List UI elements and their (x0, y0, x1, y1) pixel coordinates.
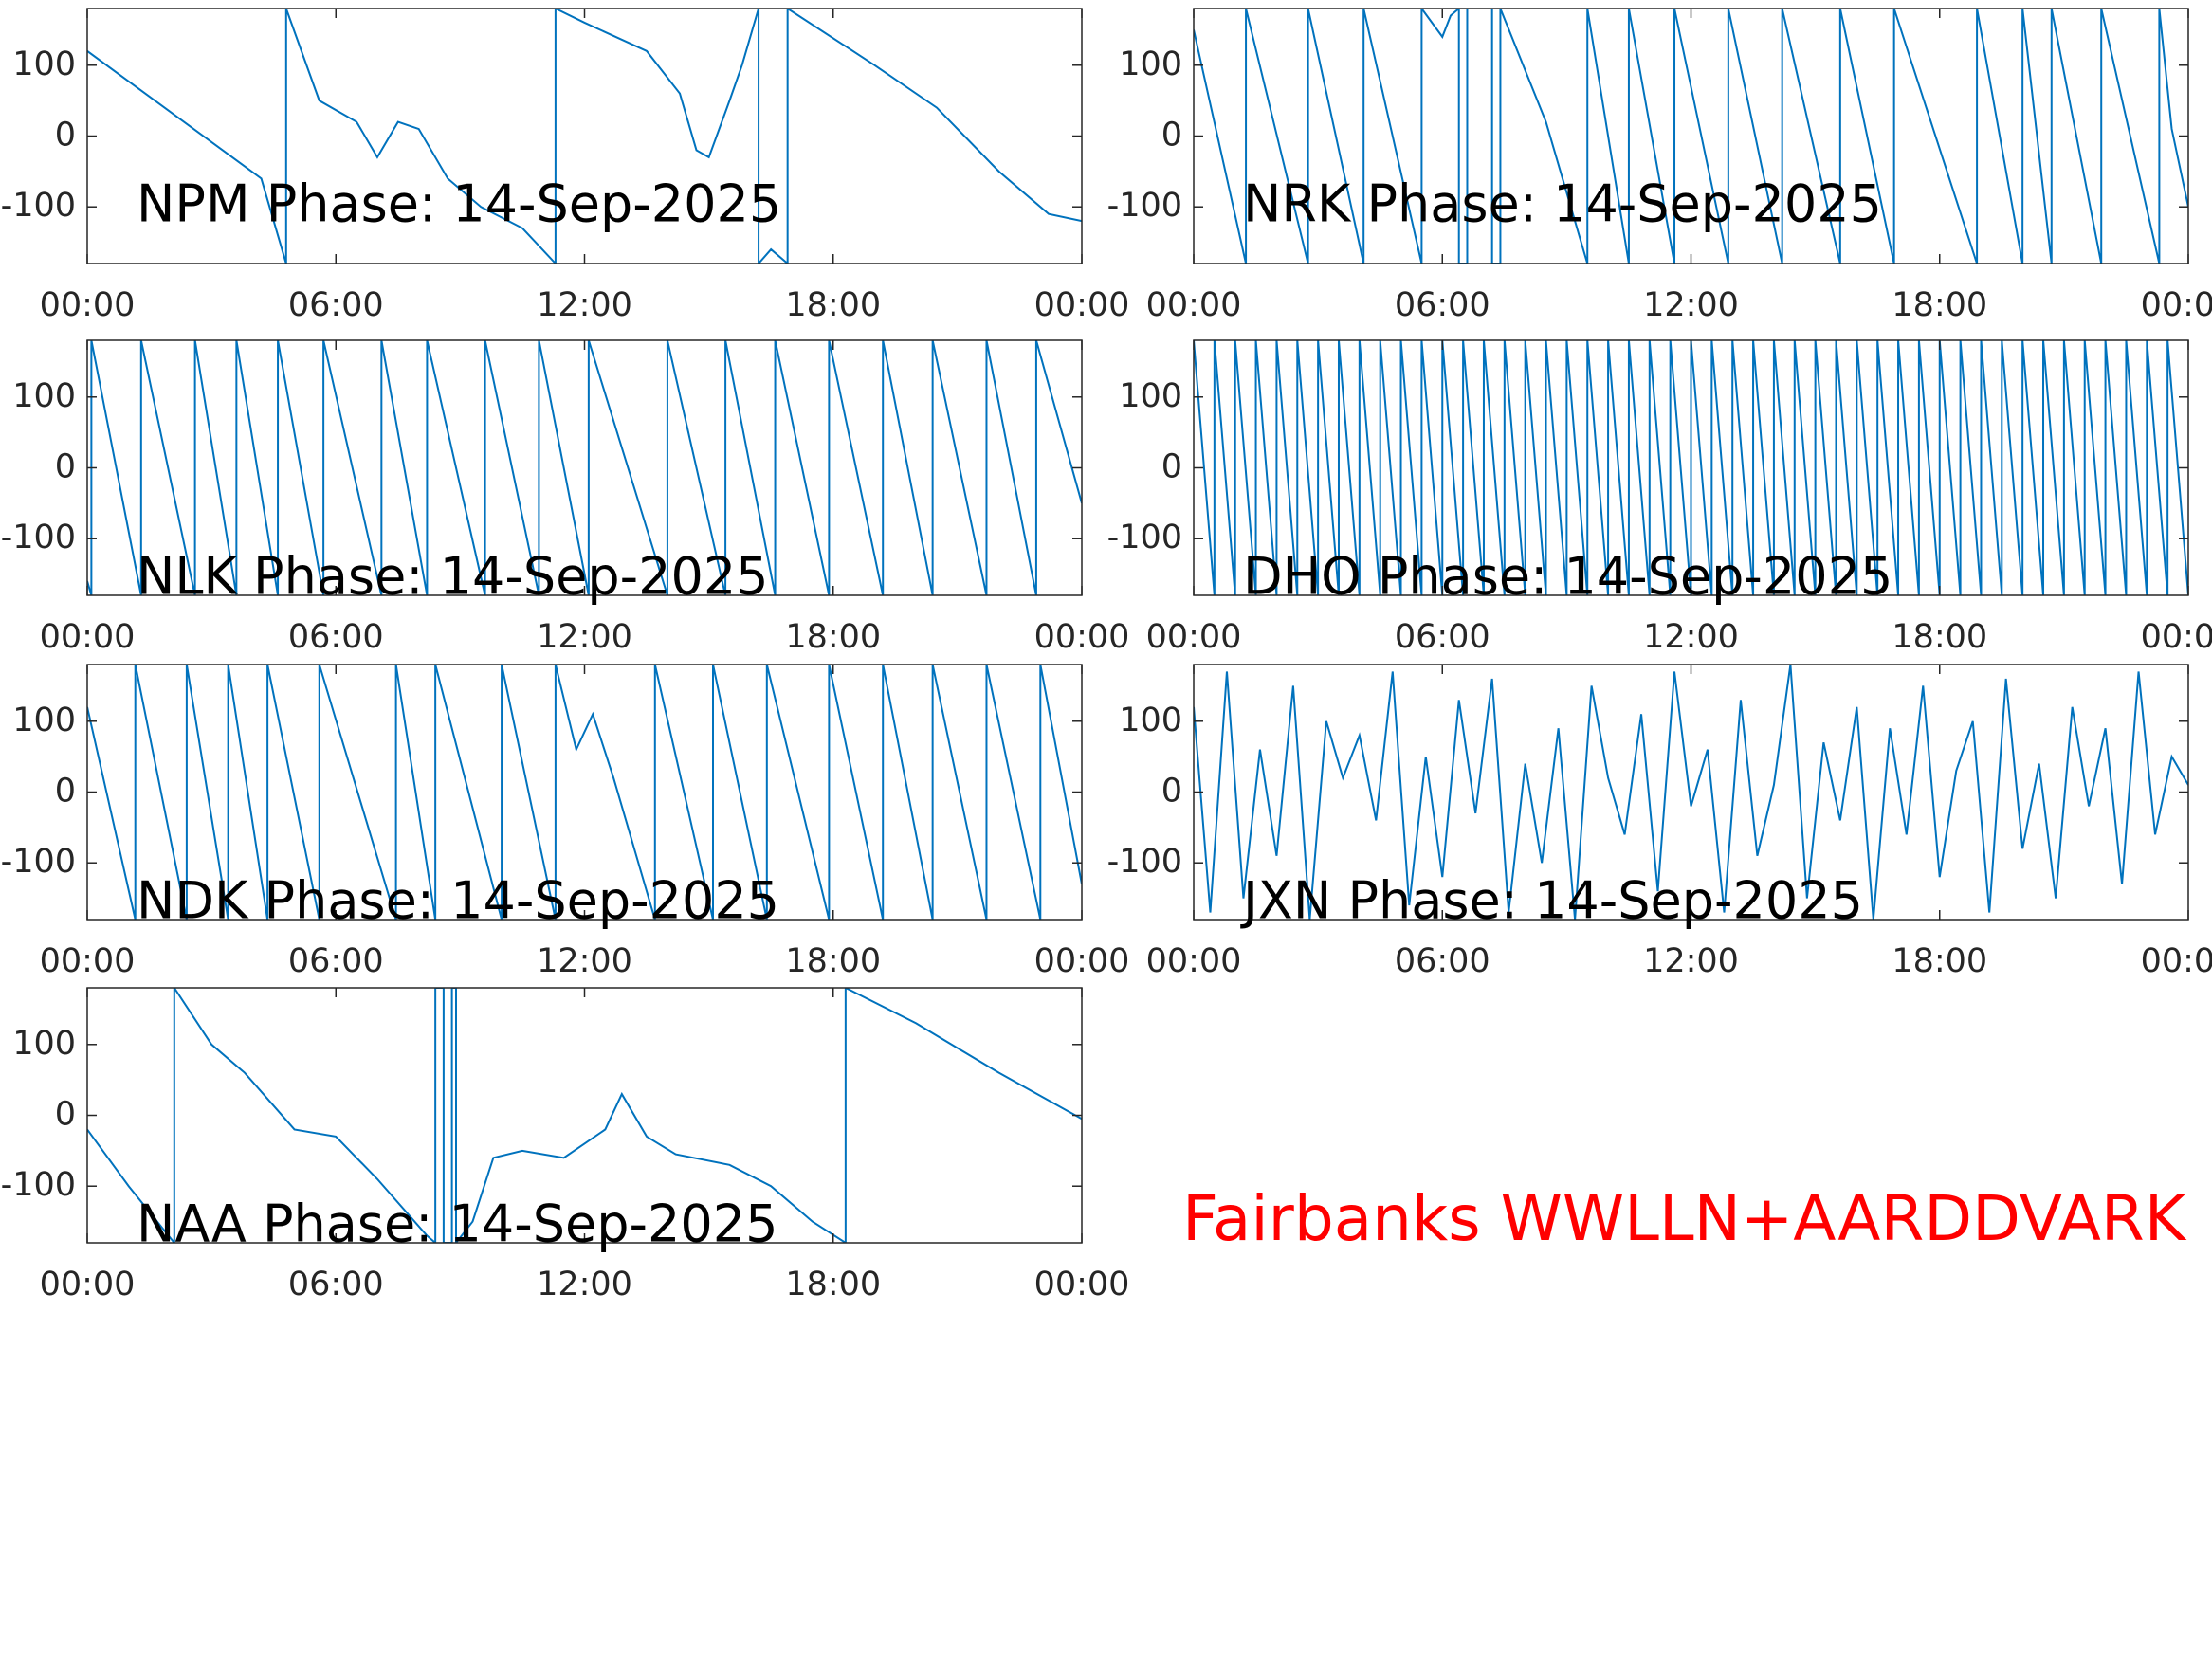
plot-area (87, 665, 1082, 920)
subplot: -100 0 100 00:00 06:00 12:00 18:00 00:00 NPM Pha… (1, 8, 1130, 324)
y-tick-label: -100 (1107, 187, 1182, 225)
x-tick-label: 12:00 (537, 942, 632, 980)
y-tick-label: -100 (1, 843, 76, 881)
y-tick-label: -100 (1107, 519, 1182, 556)
data-line (87, 988, 1082, 1243)
y-tick-label: 0 (55, 1096, 76, 1134)
annotation: Fairbanks WWLLN+AARDDVARK (1182, 1182, 2187, 1255)
plot-area (1194, 665, 2188, 920)
x-tick-label: 06:00 (288, 618, 384, 656)
x-tick-label: 12:00 (1643, 618, 1739, 656)
data-line (87, 665, 1082, 920)
chart-title: DHO Phase: 14-Sep-2025 (1243, 547, 1892, 607)
chart-title: NDK Phase: 14-Sep-2025 (137, 871, 779, 931)
data-line (1194, 9, 2188, 264)
x-tick-label: 12:00 (537, 1266, 632, 1304)
x-tick-label: 18:00 (785, 286, 881, 324)
y-tick-label: 0 (55, 117, 76, 155)
chart-title: NAA Phase: 14-Sep-2025 (137, 1194, 777, 1254)
x-tick-label: 06:00 (1395, 618, 1490, 656)
x-tick-label: 12:00 (537, 618, 632, 656)
x-tick-label: 00:00 (2141, 286, 2212, 324)
x-tick-label: 00:00 (1146, 618, 1242, 656)
plot-area (87, 988, 1082, 1243)
data-line (1194, 340, 2188, 595)
x-tick-label: 12:00 (1643, 942, 1739, 980)
x-tick-label: 06:00 (288, 942, 384, 980)
x-tick-label: 00:00 (1034, 618, 1130, 656)
y-tick-label: 0 (1161, 117, 1182, 155)
x-tick-label: 18:00 (785, 618, 881, 656)
x-tick-label: 12:00 (1643, 286, 1739, 324)
chart-title: NRK Phase: 14-Sep-2025 (1243, 173, 1882, 233)
y-tick-label: 100 (1119, 377, 1182, 415)
y-tick-label: -100 (1, 519, 76, 556)
y-tick-label: -100 (1107, 843, 1182, 881)
y-tick-label: 0 (1161, 773, 1182, 811)
x-tick-label: 00:00 (40, 618, 136, 656)
x-tick-label: 18:00 (1892, 618, 1987, 656)
x-tick-label: 00:00 (2141, 618, 2212, 656)
data-line (87, 340, 1082, 595)
y-tick-label: 0 (55, 448, 76, 486)
chart-title: JXN Phase: 14-Sep-2025 (1240, 871, 1863, 931)
x-tick-label: 06:00 (288, 1266, 384, 1304)
plot-area (1194, 340, 2188, 595)
x-tick-label: 00:00 (40, 286, 136, 324)
x-tick-label: 00:00 (40, 942, 136, 980)
x-tick-label: 00:00 (1034, 1266, 1130, 1304)
x-tick-label: 00:00 (40, 1266, 136, 1304)
x-tick-label: 00:00 (1146, 286, 1242, 324)
y-tick-label: 100 (12, 702, 76, 739)
x-tick-label: 00:00 (1146, 942, 1242, 980)
y-tick-label: 100 (12, 1025, 76, 1063)
x-tick-label: 18:00 (1892, 942, 1987, 980)
subplot: -100 0 100 00:00 06:00 12:00 18:00 00:00 JXN Pha… (1107, 664, 2212, 980)
x-tick-label: 18:00 (785, 942, 881, 980)
y-tick-label: -100 (1, 187, 76, 225)
x-tick-label: 00:00 (2141, 942, 2212, 980)
chart-title: NPM Phase: 14-Sep-2025 (137, 173, 781, 233)
x-tick-label: 12:00 (537, 286, 632, 324)
subplot: -100 0 100 00:00 06:00 12:00 18:00 00:00 NRK Pha… (1107, 8, 2212, 324)
plot-area (87, 340, 1082, 595)
x-tick-label: 06:00 (1395, 286, 1490, 324)
plot-area (87, 9, 1082, 264)
x-tick-label: 18:00 (1892, 286, 1987, 324)
x-tick-label: 06:00 (288, 286, 384, 324)
x-tick-label: 00:00 (1034, 286, 1130, 324)
x-tick-label: 06:00 (1395, 942, 1490, 980)
y-tick-label: 100 (12, 377, 76, 415)
plot-area (1194, 9, 2188, 264)
chart-title: NLK Phase: 14-Sep-2025 (137, 547, 769, 607)
x-tick-label: 00:00 (1034, 942, 1130, 980)
x-tick-label: 18:00 (785, 1266, 881, 1304)
y-tick-label: 100 (1119, 702, 1182, 739)
y-tick-label: 0 (1161, 448, 1182, 486)
y-tick-label: 0 (55, 773, 76, 811)
y-tick-label: 100 (1119, 46, 1182, 83)
y-tick-label: 100 (12, 46, 76, 83)
y-tick-label: -100 (1, 1166, 76, 1204)
data-line (1194, 665, 2188, 920)
data-line (87, 9, 1082, 264)
